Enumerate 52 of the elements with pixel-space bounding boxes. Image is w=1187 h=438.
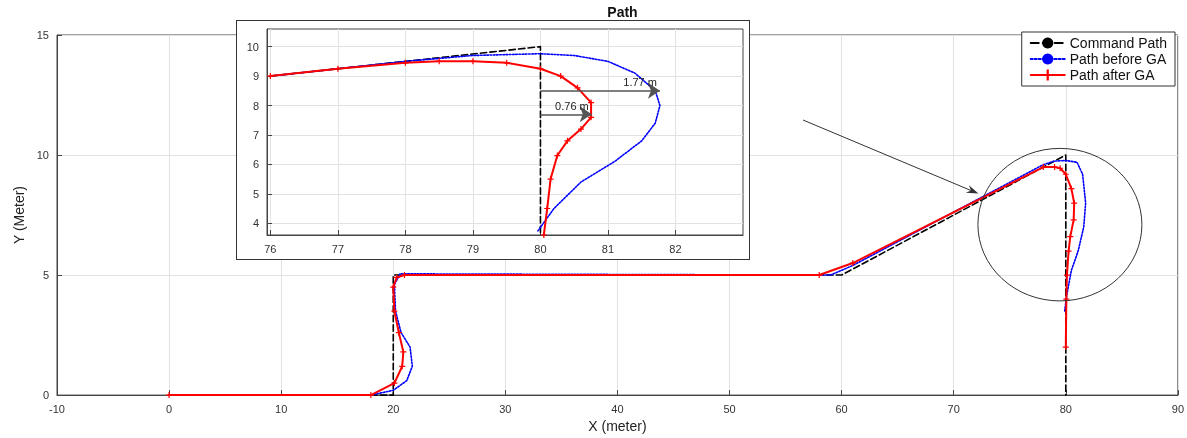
point [1063, 272, 1070, 279]
point [1065, 248, 1072, 255]
x-tick-label: 78 [399, 242, 412, 255]
y-tick-label: 7 [252, 128, 259, 141]
x-tick-label: 90 [1171, 402, 1185, 415]
y-axis-title: Y (Meter) [10, 186, 27, 245]
y-tick-label: 15 [36, 29, 49, 41]
x-axis-title: X (meter) [588, 418, 647, 434]
point [469, 58, 476, 65]
x-tick-label: 76 [264, 242, 277, 255]
point [1063, 296, 1070, 303]
x-tick-label: 10 [275, 402, 288, 415]
x-tick-label: 81 [601, 242, 615, 255]
chart-title: Path [607, 4, 638, 20]
y-tick-label: 5 [42, 269, 49, 282]
point [1071, 200, 1078, 207]
x-tick-label: 30 [499, 402, 512, 415]
y-tick-label: 5 [252, 187, 259, 200]
x-tick-label: 80 [534, 242, 547, 255]
point [390, 284, 397, 291]
point [577, 126, 584, 133]
x-tick-label: 60 [835, 402, 848, 415]
y-tick-label: 9 [252, 70, 259, 83]
x-tick-label: 80 [1059, 402, 1072, 415]
x-tick-label: -10 [49, 402, 65, 415]
point [557, 73, 564, 80]
x-tick-label: 77 [331, 242, 345, 255]
x-tick-label: 20 [387, 402, 400, 415]
point [391, 308, 398, 315]
point [849, 260, 856, 267]
y-tick-label: 4 [252, 217, 259, 230]
x-tick-label: 79 [466, 242, 480, 255]
legend-label: Command Path [1069, 35, 1168, 51]
y-tick-label: 10 [246, 40, 259, 53]
point [540, 232, 547, 238]
x-tick-label: 82 [669, 242, 682, 255]
point [588, 99, 595, 106]
x-tick-label: 50 [723, 402, 736, 415]
x-tick-label: 40 [611, 402, 624, 415]
y-tick-label: 6 [252, 158, 259, 171]
point [1062, 344, 1069, 351]
point [391, 380, 398, 387]
point [547, 176, 554, 183]
legend-label: Path before GA [1069, 51, 1167, 67]
x-tick-label: 0 [166, 402, 173, 415]
y-tick-label: 10 [36, 149, 49, 162]
y-tick-label: 0 [42, 389, 49, 402]
x-tick-label: 70 [947, 402, 960, 415]
y-tick-label: 8 [252, 99, 259, 112]
legend-label: Path after GA [1069, 67, 1156, 83]
annotation: 1.77 m [623, 76, 657, 89]
annotation: 0.76 m [555, 99, 589, 112]
